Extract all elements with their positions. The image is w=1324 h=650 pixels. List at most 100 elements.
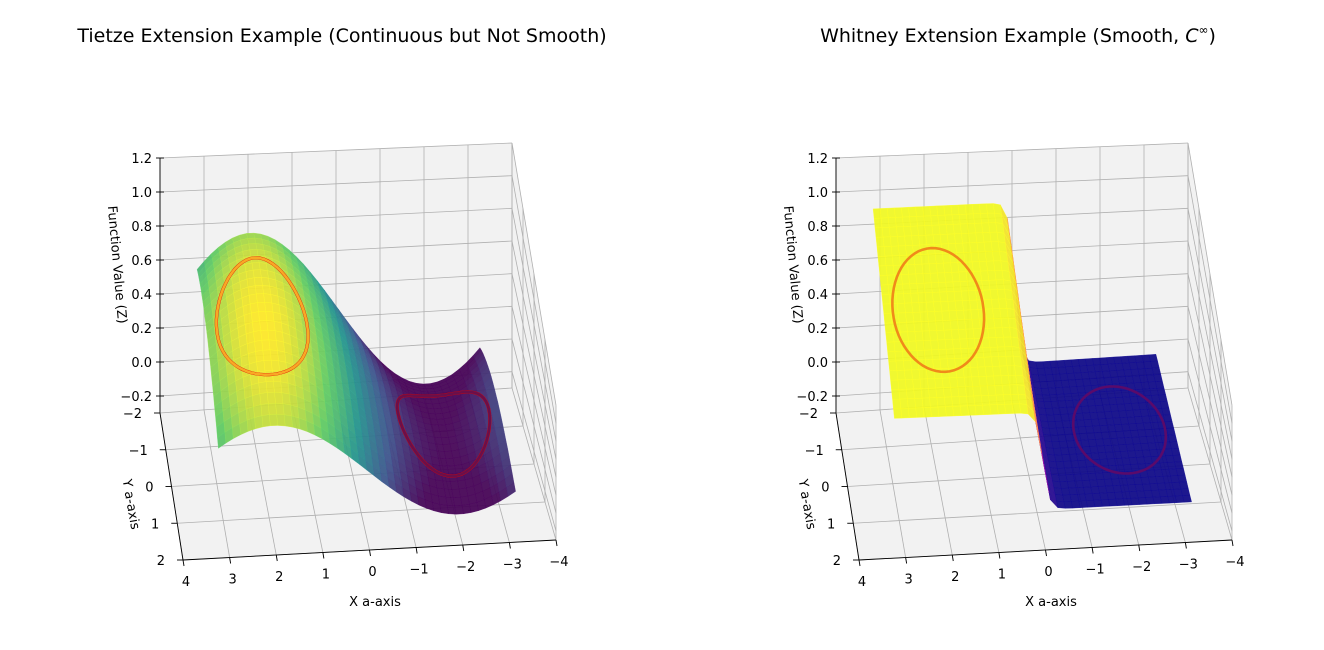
surface-facet (958, 271, 968, 282)
surface-facet (885, 265, 895, 276)
surface-facet (975, 232, 985, 243)
surface-facet (967, 223, 976, 234)
surface-facet (966, 338, 976, 349)
surface-facet (960, 405, 969, 416)
x-tick (1045, 549, 1047, 557)
surface-facet (951, 329, 960, 340)
surface-facet (958, 329, 968, 340)
surface-facet (990, 241, 1000, 252)
surface-facet (959, 338, 969, 349)
surface-facet (943, 387, 952, 398)
surface-facet (993, 318, 1003, 329)
surface-facet (276, 414, 286, 427)
surface-facet (894, 350, 904, 362)
x-tick (1184, 542, 1187, 549)
surface-facet (924, 225, 934, 236)
surface-facet (959, 281, 969, 292)
grid-line (1187, 371, 1233, 532)
surface-facet (910, 225, 919, 236)
grid-line (511, 306, 557, 496)
surface-facet (931, 349, 941, 360)
x-tick (322, 552, 325, 559)
surface-facet (936, 205, 946, 216)
surface-facet (949, 319, 959, 331)
surface-facet (967, 280, 976, 291)
surface-facet (252, 320, 261, 332)
surface-facet (999, 365, 1009, 376)
surface-facet (896, 370, 906, 381)
surface-facet (258, 311, 267, 321)
surface-facet (1175, 468, 1186, 476)
surface-facet (876, 246, 886, 257)
surface-facet (921, 263, 931, 274)
surface-facet (957, 204, 967, 215)
surface-facet (1167, 434, 1178, 443)
surface-facet (1003, 394, 1013, 405)
surface-facet (914, 398, 924, 409)
surface-facet (952, 405, 962, 417)
surface-facet (952, 281, 962, 292)
y-tick-label: 0 (145, 481, 153, 496)
surface-facet (878, 265, 888, 276)
surface-facet (935, 387, 945, 398)
surface-facet (247, 237, 257, 244)
surface-facet (254, 415, 264, 430)
surface-facet (1052, 447, 1063, 456)
surface-facet (956, 377, 966, 388)
surface-facet (956, 310, 965, 321)
surface-facet (970, 309, 980, 320)
surface-facet (1171, 448, 1181, 456)
surface-facet (258, 262, 268, 271)
surface-facet (974, 405, 984, 416)
surface-facet (943, 205, 953, 216)
z-tick-label: 1.0 (807, 186, 828, 201)
surface-facet (985, 251, 994, 262)
surface-facet (954, 300, 964, 311)
surface-facet (265, 311, 275, 322)
surface-facet (887, 351, 897, 362)
surface-facet (1163, 414, 1173, 422)
surface-facet (997, 346, 1007, 357)
surface-facet (983, 299, 993, 310)
surface-facet (1158, 394, 1168, 402)
surface-facet (264, 302, 274, 313)
surface-facet (982, 289, 992, 300)
surface-facet (999, 308, 1009, 319)
surface-facet (989, 346, 999, 358)
surface-facet (964, 204, 974, 215)
surface-facet (874, 227, 884, 238)
surface-facet (976, 241, 986, 253)
surface-facet (962, 242, 972, 253)
surface-facet (927, 311, 936, 322)
surface-facet (995, 394, 1005, 405)
surface-facet (916, 283, 926, 294)
surface-facet (247, 285, 257, 296)
surface-facet (930, 215, 940, 226)
surface-facet (926, 301, 935, 312)
surface-facet (250, 302, 259, 314)
surface-facet (981, 395, 990, 406)
surface-facet (986, 375, 995, 386)
surface-facet (973, 395, 983, 406)
y-tick-label: 1 (827, 517, 835, 532)
surface-facet (912, 311, 922, 323)
x-tick (858, 559, 861, 567)
surface-facet (950, 204, 960, 215)
surface-facet (930, 272, 939, 283)
surface-facet (979, 261, 988, 272)
y-tick-label: 2 (833, 554, 841, 569)
surface-facet (982, 232, 992, 243)
surface-facet (909, 216, 918, 227)
surface-facet (928, 320, 937, 331)
x-tick-label: −1 (410, 563, 429, 578)
surface-facet (930, 406, 940, 418)
grid-line (1187, 240, 1233, 460)
surface-facet (963, 252, 973, 263)
surface-facet (255, 285, 264, 295)
surface-facet (981, 280, 991, 291)
surface-facet (260, 269, 269, 279)
x-tick (462, 544, 465, 552)
surface-facet (969, 299, 979, 311)
surface-facet (908, 340, 918, 351)
